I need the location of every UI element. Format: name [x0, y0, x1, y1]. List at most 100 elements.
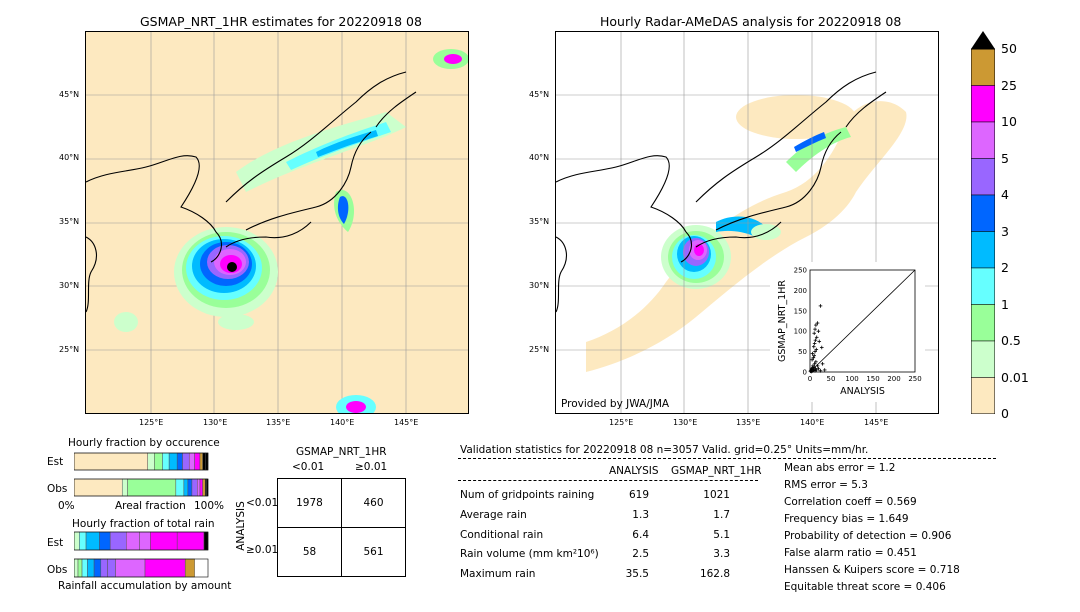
- validation-analysis-value: 35.5: [625, 568, 649, 580]
- scatter-inset: 0 50 100 150 200 250 0 50 100 150 200 250 ANALYSIS GS…: [770, 262, 925, 402]
- right-map: [555, 31, 939, 414]
- total-rain-est-segment: [74, 531, 80, 551]
- contingency-cell: 561: [341, 527, 406, 577]
- occurrence-xlabel: Areal fraction: [115, 500, 186, 512]
- data-credit: Provided by JWA/JMA: [561, 398, 670, 410]
- left-lon-label: 140°E: [330, 418, 355, 427]
- scatter-ytick: 150: [794, 307, 807, 315]
- right-lon-label: 130°E: [673, 418, 698, 427]
- scatter-xtick: 200: [887, 375, 900, 383]
- validation-gsmap-value: 3.3: [713, 548, 730, 560]
- scatter-ytick: 200: [794, 287, 807, 295]
- total-rain-est-segment: [85, 531, 100, 551]
- colorbar-segment: [970, 377, 996, 415]
- colorbar-segment: [970, 85, 996, 123]
- colorbar-segment: [970, 194, 996, 232]
- occurrence-est-frame: [74, 452, 209, 471]
- colorbar-tick-label: 3: [1001, 223, 1009, 239]
- score-line: Correlation coeff = 0.569: [784, 496, 917, 508]
- right-lon-label: 125°E: [609, 418, 634, 427]
- right-coastlines: [556, 71, 887, 313]
- left-map-gridlines: [86, 32, 468, 413]
- left-coastlines: [86, 71, 417, 313]
- scatter-point: [815, 321, 820, 325]
- scatter-point: [818, 304, 823, 308]
- total-rain-obs-label: Obs: [47, 564, 68, 576]
- total-rain-est-segment: [109, 531, 127, 551]
- scatter-point: [812, 341, 817, 346]
- left-lon-label: 130°E: [203, 418, 228, 427]
- colorbar-segment: [970, 304, 996, 342]
- occurrence-est-segment: [168, 452, 178, 471]
- scatter-point: [814, 347, 819, 352]
- scatter-ytick: 50: [798, 348, 807, 356]
- scatter-diagonal: [809, 269, 916, 373]
- occurrence-est-segment: [194, 452, 201, 471]
- colorbar-canvas: [970, 31, 996, 415]
- occurrence-est-segment: [154, 452, 163, 471]
- occurrence-est-segment: [162, 452, 170, 471]
- occurrence-obs-label: Obs: [47, 483, 68, 495]
- occurrence-est-label: Est: [47, 456, 64, 468]
- colorbar-tick-label: 10: [1001, 114, 1017, 129]
- left-lat-label: 30°N: [59, 281, 80, 290]
- occurrence-est-segment: [182, 452, 190, 471]
- occurrence-title: Hourly fraction by occurence: [68, 437, 220, 449]
- contingency-row-label: <0.01: [246, 497, 279, 509]
- score-line: Frequency bias = 1.649: [784, 513, 909, 525]
- validation-row-label: Rain volume (mm km²10⁶): [460, 548, 599, 560]
- scatter-xtick: 0: [808, 375, 812, 383]
- occurrence-est-segment: [205, 452, 209, 471]
- colorbar-segment: [970, 48, 996, 86]
- scatter-point: [812, 362, 817, 366]
- occurrence-est-segment: [147, 452, 155, 471]
- contingency-cell: 460: [341, 478, 406, 528]
- occurrence-obs-segment: [191, 478, 198, 497]
- scatter-xtick: 100: [845, 375, 858, 383]
- scatter-point: [820, 362, 825, 366]
- colorbar-segment: [970, 267, 996, 305]
- total-rain-obs-segment: [184, 558, 195, 578]
- right-lat-label: 30°N: [529, 281, 550, 290]
- colorbar-tick-label: 5: [1001, 150, 1009, 166]
- scatter-point: [816, 366, 821, 371]
- scatter-point: [811, 355, 816, 360]
- contingency-table: 1978 460 58 561: [277, 478, 406, 577]
- occurrence-est-segment: [176, 452, 183, 471]
- colorbar-tick-label: 0.01: [1001, 369, 1029, 385]
- contingency-cell: 58: [277, 527, 342, 577]
- validation-col-analysis: ANALYSIS: [609, 465, 659, 477]
- scatter-xtick: 50: [827, 375, 836, 383]
- occurrence-est-segment: [188, 452, 195, 471]
- total-rain-est-segment: [99, 531, 111, 551]
- scatter-point: [814, 368, 819, 372]
- occurrence-obs-segment: [175, 478, 185, 497]
- occurrence-obs-segment: [127, 478, 177, 497]
- scatter-point: [809, 368, 814, 373]
- colorbar-segment: [970, 340, 996, 378]
- score-line: False alarm ratio = 0.451: [784, 547, 917, 559]
- scatter-point: [810, 357, 814, 362]
- left-lat-label: 40°N: [59, 153, 80, 162]
- contingency-col-label: ≥0.01: [355, 461, 388, 473]
- total-rain-obs-segment: [93, 558, 102, 578]
- scatter-plot: 0 50 100 150 200 250 0 50 100 150 200 250 ANALYSIS GS…: [777, 267, 922, 398]
- total-rain-obs-segment: [74, 558, 79, 578]
- scatter-ylabel: GSMAP_NRT_1HR: [777, 280, 788, 362]
- scatter-point: [814, 323, 818, 327]
- score-line: RMS error = 5.3: [784, 479, 868, 491]
- score-line: Hanssen & Kuipers score = 0.718: [784, 564, 960, 576]
- total-rain-obs-segment: [115, 558, 146, 578]
- validation-header: Validation statistics for 20220918 08 n=…: [460, 444, 869, 456]
- occurrence-obs-segment: [74, 478, 123, 497]
- score-line: Mean abs error = 1.2: [784, 462, 896, 474]
- total-rain-est-segment: [139, 531, 151, 551]
- total-rain-chart: [74, 531, 209, 578]
- occurrence-est-segment: [199, 452, 203, 471]
- scatter-ytick: 100: [794, 328, 807, 336]
- scatter-point: [813, 349, 817, 354]
- validation-gsmap-value: 5.1: [713, 529, 730, 541]
- occurrence-obs-segment: [187, 478, 193, 497]
- right-lat-label: 45°N: [529, 90, 550, 99]
- left-lat-label: 25°N: [59, 345, 80, 354]
